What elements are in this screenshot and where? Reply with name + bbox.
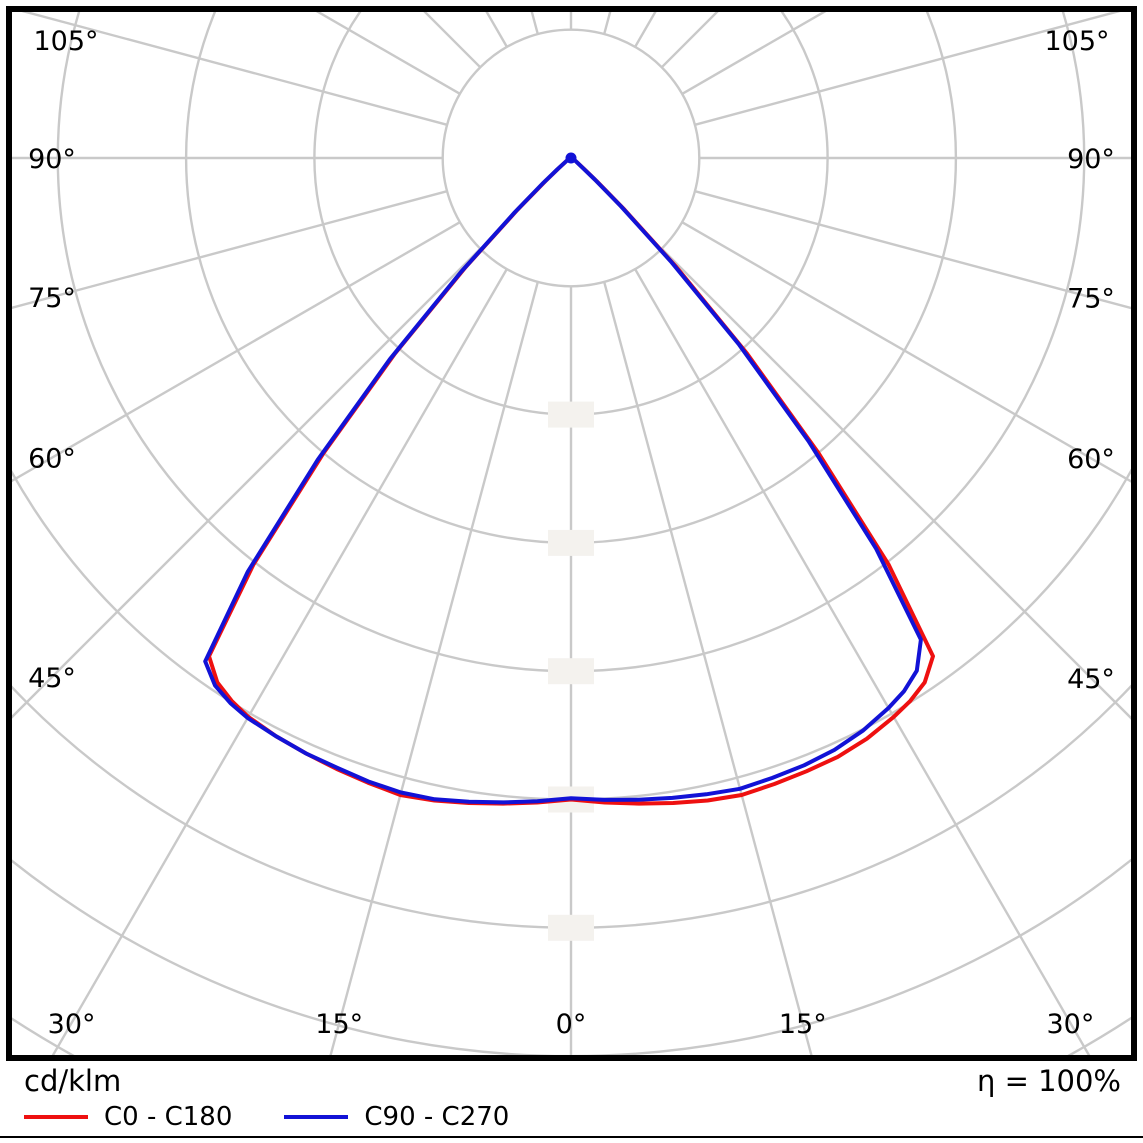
plot-frame [6, 6, 1137, 1061]
angle-tick-label: 45° [28, 663, 76, 694]
axis-label-box [548, 401, 594, 428]
bottom-rule [0, 1136, 1143, 1138]
angle-tick-label: 105° [33, 26, 98, 57]
efficiency-label: η = 100% [976, 1064, 1121, 1098]
grid-radial [51, 268, 508, 1055]
angle-tick-label: 75° [28, 283, 76, 314]
grid-radial [694, 190, 1131, 310]
grid-radial [12, 190, 448, 310]
angle-tick-label: 75° [1067, 283, 1115, 314]
series-c90-swatch [284, 1115, 349, 1119]
grid-radial [603, 281, 813, 1055]
angle-tick-label: 90° [1067, 144, 1115, 175]
series-c0-label: C0 - C180 [104, 1102, 233, 1132]
unit-label: cd/klm [24, 1064, 122, 1098]
angle-tick-label: 105° [1044, 26, 1109, 57]
pole-marker [565, 152, 577, 164]
grid-radial [603, 12, 612, 35]
angle-tick-label: 30° [1046, 1009, 1094, 1040]
grid-radial [694, 12, 1121, 126]
angle-tick-label: 15° [779, 1009, 827, 1040]
angle-tick-label: 45° [1067, 664, 1115, 695]
series-c0-swatch [24, 1115, 88, 1119]
axis-label-box [548, 914, 594, 941]
angle-tick-label: 0° [556, 1009, 587, 1040]
grid-radial [12, 221, 461, 483]
series-c90-label: C90 - C270 [364, 1102, 510, 1132]
polar-chart: 0° 15° 15° 30° 30° 45° 45° 60° 60° 75° 75° 90° 90° 10… [6, 6, 1137, 1061]
series-curve-1 [203, 155, 923, 805]
angle-tick-label: 60° [1067, 444, 1115, 475]
grid-radial [681, 221, 1131, 483]
angle-tick-label: 90° [28, 144, 76, 175]
grid-radial [329, 281, 539, 1055]
axis-label-box [548, 658, 594, 685]
legend-series-row: C0 - C180 C90 - C270 [24, 1102, 509, 1132]
angle-tick-label: 60° [28, 444, 76, 475]
grid-radial [660, 247, 1131, 720]
grid-radial [12, 247, 482, 719]
grid-radial [21, 12, 448, 126]
angle-tick-label: 30° [48, 1009, 96, 1040]
angle-tick-label: 15° [315, 1009, 363, 1040]
axis-label-box [548, 529, 594, 556]
grid-radial [530, 12, 539, 35]
grid-radial [634, 268, 1091, 1055]
